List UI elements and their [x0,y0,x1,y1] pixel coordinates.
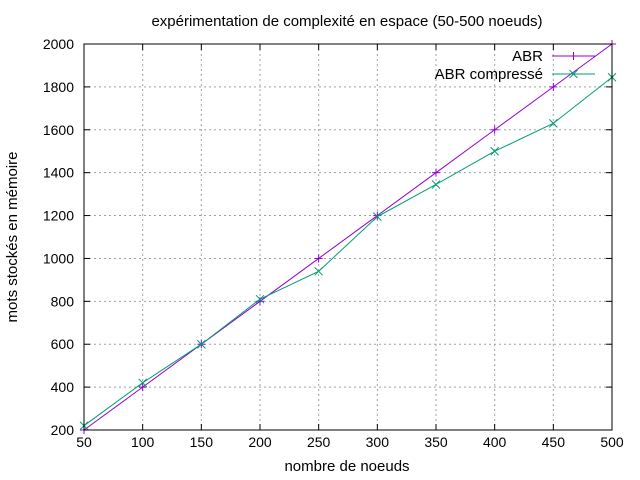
x-tick-label: 450 [542,434,566,450]
x-tick-label: 100 [131,434,155,450]
legend-label: ABR [512,48,543,65]
series-2 [79,72,617,431]
x-tick-label: 150 [190,434,214,450]
y-tick-label: 400 [51,379,75,395]
data-point [431,180,441,189]
y-tick-label: 1000 [43,250,74,266]
legend-label: ABR compressé [435,66,543,83]
series-1 [80,40,616,434]
x-tick-label: 200 [248,434,272,450]
data-point [138,383,147,392]
y-tick-label: 1600 [43,122,74,138]
data-point [490,125,499,134]
data-point [549,82,558,91]
y-tick-label: 2000 [43,36,74,52]
legend-marker [569,69,578,79]
y-tick-label: 1800 [43,79,74,95]
y-tick-label: 600 [51,336,75,352]
data-point [255,294,265,304]
y-tick-labels: 200 400 600 800 1000 1200 1400 1600 1800 2000 [43,36,74,438]
x-tick-label: 250 [307,434,331,450]
x-tick-labels: 50 100 150 200 250 300 350 400 450 500 [76,434,624,450]
data-point [490,146,500,156]
x-tick-label: 350 [424,434,448,450]
data-point [372,212,382,221]
y-axis-title: mots stockés en mémoire [4,152,21,323]
data-point [314,266,324,276]
legend-marker [569,52,578,60]
legend-entry: ABR compressé [435,66,595,83]
y-tick-label: 200 [51,422,75,438]
data-point [432,168,440,177]
y-tick-label: 1200 [43,208,74,224]
series-group [79,40,617,434]
x-tick-label: 300 [366,434,390,450]
plot-frame [83,43,613,431]
x-tick-label: 500 [600,434,624,450]
y-tick-label: 1400 [43,165,74,181]
y-tick-label: 800 [51,293,75,309]
series-line [83,43,613,431]
series-line [83,76,613,427]
x-axis-title: nombre de noeuds [284,458,409,475]
data-point [548,118,558,128]
data-point [196,339,206,349]
data-point [138,378,148,388]
grid-lines [84,44,612,430]
legend-entry: ABR [512,48,595,65]
x-tick-label: 400 [483,434,507,450]
x-tick-label: 50 [76,434,92,450]
data-point [314,254,323,263]
chart-title: expérimentation de complexité en espace … [151,13,542,30]
